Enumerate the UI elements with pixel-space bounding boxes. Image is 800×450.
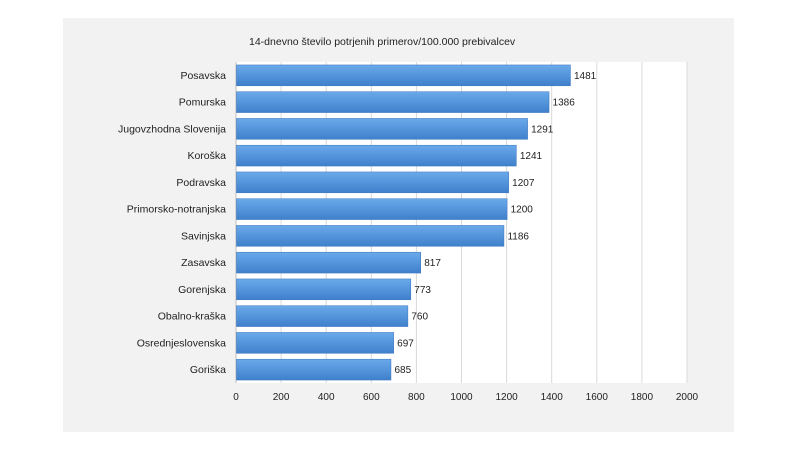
bar-4 (236, 171, 509, 194)
bar-5 (236, 198, 508, 220)
category-label-9: Obalno-kraška (158, 311, 226, 323)
value-label-8: 773 (414, 285, 431, 296)
x-tick-label-1600: 1600 (586, 392, 609, 403)
value-label-3: 1241 (520, 151, 543, 162)
category-label-0: Posavska (180, 70, 226, 82)
x-tick-label-1000: 1000 (450, 392, 473, 403)
bar-3 (236, 144, 517, 167)
bar-8 (236, 278, 412, 301)
value-label-4: 1207 (512, 178, 535, 189)
x-tick-label-0: 0 (233, 392, 239, 403)
gridlines (235, 62, 688, 383)
x-tick-label-200: 200 (273, 392, 290, 403)
bar-chart: 14-dnevno število potrjenih primerov/100… (118, 36, 699, 403)
x-tick-label-1400: 1400 (541, 392, 564, 403)
category-label-8: Gorenjska (178, 284, 226, 296)
x-tick-label-400: 400 (318, 392, 335, 403)
value-label-0: 1481 (574, 71, 597, 82)
bar-10 (236, 332, 394, 354)
category-label-4: Podravska (176, 177, 226, 189)
value-label-5: 1200 (511, 205, 534, 216)
category-label-7: Zasavska (181, 257, 226, 269)
x-tick-label-1800: 1800 (631, 392, 654, 403)
category-label-10: Osrednjeslovenska (137, 337, 226, 349)
bar-7 (236, 251, 421, 274)
category-label-6: Savinjska (181, 230, 226, 242)
category-label-5: Primorsko-notranjska (127, 204, 226, 216)
value-labels: 1481 1386 1291 1241 1207 1200 1186 817 773 760 697… (394, 71, 596, 376)
bars (236, 64, 571, 381)
bar-1 (236, 91, 550, 113)
category-label-11: Goriška (190, 364, 226, 376)
category-label-1: Pomurska (179, 97, 226, 109)
x-tick-label-2000: 2000 (676, 392, 699, 403)
value-label-7: 817 (424, 258, 441, 269)
x-tick-label-800: 800 (408, 392, 425, 403)
value-label-10: 697 (397, 338, 414, 349)
category-label-2: Jugovzhodna Slovenija (118, 123, 226, 135)
bar-11 (236, 358, 392, 381)
value-label-9: 760 (411, 312, 428, 323)
category-label-3: Koroška (187, 150, 226, 162)
chart-panel: 14-dnevno število potrjenih primerov/100… (63, 18, 734, 432)
chart-title: 14-dnevno število potrjenih primerov/100… (249, 36, 516, 48)
bar-0 (236, 64, 571, 87)
x-axis-ticks: 0 200 400 600 800 1000 1200 1400 1600 1800 2000 (233, 392, 698, 403)
bar-6 (236, 225, 505, 247)
x-tick-label-600: 600 (363, 392, 380, 403)
bar-9 (236, 305, 409, 327)
value-label-1: 1386 (553, 98, 576, 109)
value-label-11: 685 (394, 365, 411, 376)
value-label-2: 1291 (531, 124, 554, 135)
value-label-6: 1186 (507, 231, 529, 242)
x-tick-label-1200: 1200 (495, 392, 518, 403)
bar-2 (236, 118, 528, 140)
category-labels: Posavska Pomurska Jugovzhodna Slovenija Kor… (118, 70, 226, 376)
